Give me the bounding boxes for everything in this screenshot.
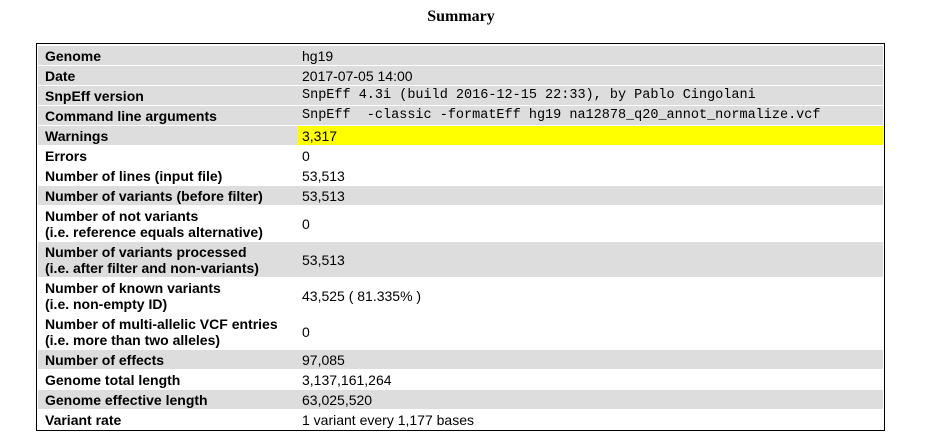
row-label-line: Genome (45, 47, 102, 64)
table-row: Number of multi-allelic VCF entries (i.e.… (38, 314, 883, 349)
row-value: SnpEff -classic -formatEff hg19 na12878_… (302, 107, 821, 123)
row-label-line: SnpEff version (45, 87, 144, 104)
row-value: 53,513 (302, 251, 345, 268)
table-row: Genome hg19 (38, 46, 883, 65)
row-value: 43,525 ( 81.335% ) (302, 287, 422, 304)
row-label-line: Variant rate (45, 411, 122, 428)
table-row: Number of variants processed (i.e. after … (38, 242, 883, 277)
row-label: Number of variants processed (i.e. after … (38, 244, 297, 276)
row-label: Errors (38, 148, 297, 164)
row-label-line: (i.e. after filter and non-variants) (45, 259, 259, 276)
row-value: SnpEff 4.3i (build 2016-12-15 22:33), by… (302, 87, 756, 103)
row-value: 0 (302, 215, 310, 232)
table-row: Variant rate 1 variant every 1,177 bases (38, 410, 883, 429)
row-label: Number of multi-allelic VCF entries (i.e.… (38, 316, 297, 348)
table-row: Errors 0 (38, 146, 883, 165)
row-label: Number of not variants (i.e. reference eq… (38, 208, 297, 240)
table-row: Number of lines (input file) 53,513 (38, 166, 883, 185)
table-row: Number of variants (before filter) 53,513 (38, 186, 883, 205)
row-label-line: Date (45, 67, 76, 84)
table-row: Warnings 3,317 (38, 126, 883, 145)
row-label-line: Number of effects (45, 351, 165, 368)
row-label-line: Number of lines (input file) (45, 167, 223, 184)
row-label-line: Number of known variants (45, 279, 221, 296)
page-title: Summary (427, 8, 495, 25)
table-row: Number of not variants (i.e. reference eq… (38, 206, 883, 241)
table-row: Command line arguments SnpEff -classic -f… (38, 106, 883, 125)
row-label: Number of variants (before filter) (38, 188, 297, 204)
row-label-line: (i.e. reference equals alternative) (45, 223, 263, 240)
row-label: Number of lines (input file) (38, 168, 297, 184)
row-label: Genome (38, 48, 297, 64)
row-label: Date (38, 68, 297, 84)
row-label: Genome effective length (38, 392, 297, 408)
row-label: Variant rate (38, 412, 297, 428)
table-row: Number of effects 97,085 (38, 350, 883, 369)
table-row: Genome effective length 63,025,520 (38, 390, 883, 409)
summary-table: Genome hg19 Date 2017-07-05 14:00 SnpEff ver… (36, 43, 885, 431)
warning-value: 3,317 (297, 126, 883, 145)
row-label-line: Number of variants processed (45, 243, 247, 260)
row-value: 63,025,520 (302, 391, 373, 408)
row-value: 3,137,161,264 (302, 371, 392, 388)
row-value: 2017-07-05 14:00 (302, 67, 413, 84)
row-value: 53,513 (302, 167, 345, 184)
row-label: Warnings (38, 128, 297, 144)
row-label-line: Number of variants (before filter) (45, 187, 263, 204)
row-label-line: Genome total length (45, 371, 181, 388)
row-value: 97,085 (302, 351, 345, 368)
row-label: Number of effects (38, 352, 297, 368)
row-label-line: (i.e. non-empty ID) (45, 295, 168, 312)
row-label: Number of known variants (i.e. non-empty … (38, 280, 297, 312)
row-label: Command line arguments (38, 108, 297, 124)
table-row: Date 2017-07-05 14:00 (38, 66, 883, 85)
row-label-line: Number of not variants (45, 207, 199, 224)
row-value: 0 (302, 323, 310, 340)
row-value: 0 (302, 147, 310, 164)
table-row: Genome total length 3,137,161,264 (38, 370, 883, 389)
row-label-line: Errors (45, 147, 88, 164)
table-row: SnpEff version SnpEff 4.3i (build 2016-12… (38, 86, 883, 105)
row-value: hg19 (302, 47, 334, 64)
row-value: 1 variant every 1,177 bases (302, 411, 474, 428)
table-row: Number of known variants (i.e. non-empty … (38, 278, 883, 313)
row-label-line: Command line arguments (45, 107, 217, 124)
row-label-line: (i.e. more than two alleles) (45, 331, 221, 348)
row-label: SnpEff version (38, 88, 297, 104)
row-label-line: Genome effective length (45, 391, 208, 408)
row-value: 53,513 (302, 187, 345, 204)
row-label: Genome total length (38, 372, 297, 388)
row-label-line: Warnings (45, 127, 109, 144)
row-label-line: Number of multi-allelic VCF entries (45, 315, 278, 332)
